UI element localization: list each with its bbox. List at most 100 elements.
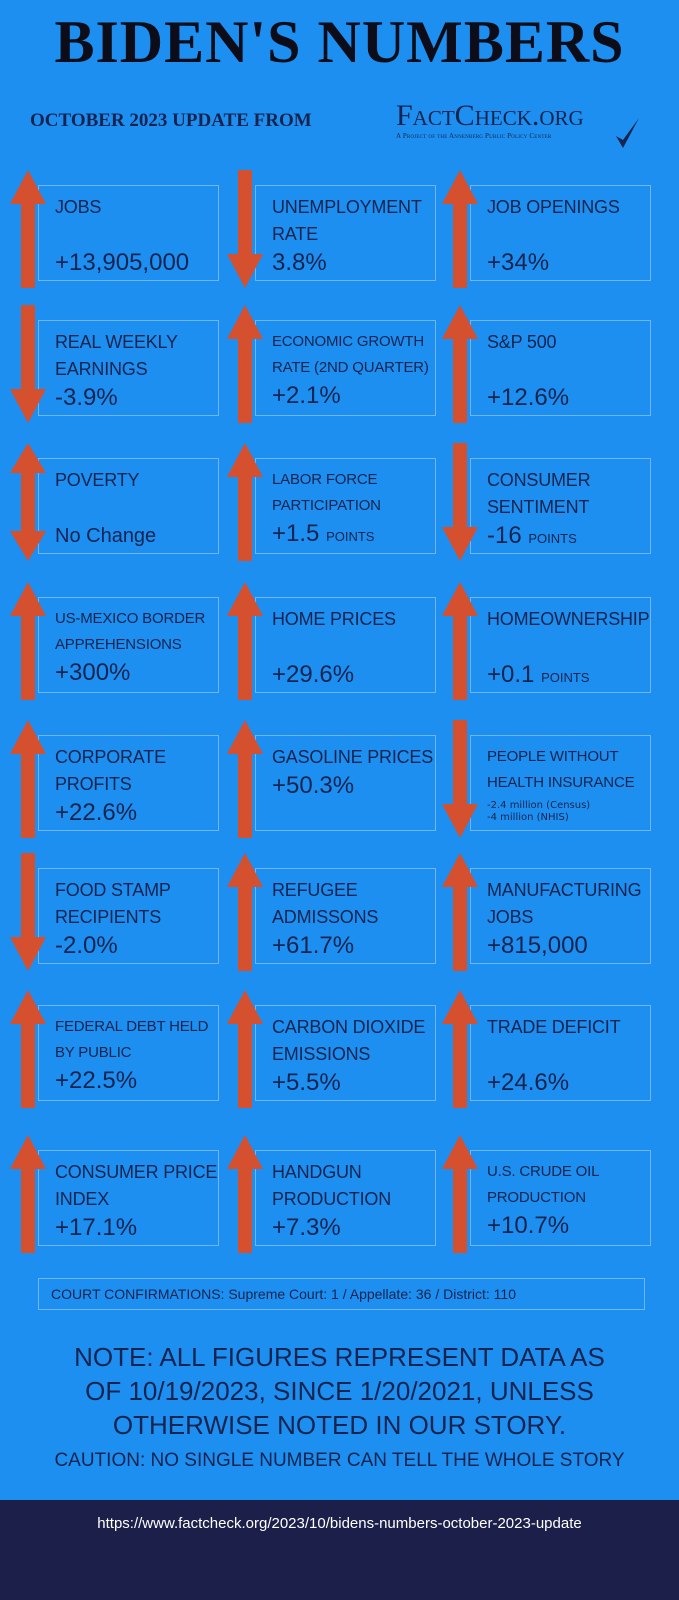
metric-title: PEOPLE WITHOUT HEALTH INSURANCE	[487, 748, 635, 791]
metric-title: MANUFACTURING JOBS	[487, 880, 642, 927]
metric-card: UNEMPLOYMENT RATE 3.8%	[255, 185, 436, 281]
metric-title: REFUGEE ADMISSONS	[272, 880, 379, 927]
page-title: BIDEN'S NUMBERS	[54, 9, 625, 75]
arrow-up-icon	[227, 582, 263, 700]
metric-number: +29.6%	[272, 661, 355, 688]
logo-name: FactCheck.org	[396, 99, 584, 132]
metric-title: LABOR FORCE PARTICIPATION	[272, 471, 381, 514]
metric-card: LABOR FORCE PARTICIPATION +1.5 POINTS	[255, 458, 436, 554]
metric-card: REFUGEE ADMISSONS +61.7%	[255, 868, 436, 964]
metric-unit: POINTS	[326, 529, 375, 544]
metric-title: JOBS	[55, 197, 102, 217]
metric-value: 3.8%	[272, 248, 435, 278]
metric-number: +34%	[487, 249, 550, 276]
arrow-down-icon	[442, 443, 478, 561]
checkmark-icon	[616, 118, 639, 148]
metric-value: +13,905,000	[55, 248, 218, 278]
metric-number: No Change	[55, 525, 157, 547]
metric-title: JOB OPENINGS	[487, 197, 620, 217]
metric-value: -16 POINTS	[487, 521, 650, 554]
metric-unit: POINTS	[528, 531, 577, 546]
arrow-up-icon	[10, 720, 46, 838]
metric-title: POVERTY	[55, 470, 140, 490]
metric-card: JOBS +13,905,000	[38, 185, 219, 281]
metric-number: +24.6%	[487, 1069, 570, 1096]
arrow-up-icon	[227, 853, 263, 971]
subtitle: OCTOBER 2023 UPDATE FROM	[30, 110, 312, 131]
arrow-down-icon	[10, 853, 46, 971]
metric-value: +5.5%	[272, 1068, 435, 1098]
metric-value: +29.6%	[272, 660, 435, 690]
arrow-up-icon	[227, 990, 263, 1108]
metric-card: US-MEXICO BORDER APPREHENSIONS +300%	[38, 597, 219, 693]
metric-title: REAL WEEKLY EARNINGS	[55, 332, 178, 379]
metric-number: +815,000	[487, 932, 588, 959]
arrow-up-icon	[10, 582, 46, 700]
metric-card: PEOPLE WITHOUT HEALTH INSURANCE -2.4 mill…	[470, 735, 651, 831]
arrow-down-icon	[227, 170, 263, 288]
metric-card: FEDERAL DEBT HELD BY PUBLIC +22.5%	[38, 1005, 219, 1101]
metric-number: +2.1%	[272, 382, 341, 409]
arrow-up-icon	[10, 170, 46, 288]
metric-number: -3.9%	[55, 384, 118, 411]
metric-title: HANDGUN PRODUCTION	[272, 1162, 391, 1209]
metric-title: CORPORATE PROFITS	[55, 747, 166, 794]
arrow-down-icon	[442, 720, 478, 838]
metric-number: +17.1%	[55, 1214, 138, 1241]
metric-title: CARBON DIOXIDE EMISSIONS	[272, 1017, 426, 1064]
arrow-down-icon	[10, 305, 46, 423]
metric-number: +13,905,000	[55, 249, 190, 276]
metric-number: +5.5%	[272, 1069, 341, 1096]
metric-note: -2.4 million (Census)	[487, 800, 591, 811]
logo-tagline: A Project of the Annenberg Public Policy…	[396, 132, 552, 140]
arrow-up-icon	[227, 443, 263, 561]
metric-note: -4 million (NHIS)	[487, 812, 569, 823]
metric-number: -2.0%	[55, 932, 118, 959]
metric-value: +0.1 POINTS	[487, 660, 650, 693]
metric-value: +12.6%	[487, 383, 650, 413]
factcheck-logo: FactCheck.org A Project of the Annenberg…	[396, 100, 646, 155]
arrow-up-icon	[442, 990, 478, 1108]
metric-card: JOB OPENINGS +34%	[470, 185, 651, 281]
metric-card: HOMEOWNERSHIP +0.1 POINTS	[470, 597, 651, 693]
arrow-up-icon	[442, 170, 478, 288]
metric-number: +50.3%	[272, 772, 355, 799]
metric-title: TRADE DEFICIT	[487, 1017, 621, 1037]
metric-card: CARBON DIOXIDE EMISSIONS +5.5%	[255, 1005, 436, 1101]
caution: CAUTION: NO SINGLE NUMBER CAN TELL THE W…	[54, 1450, 625, 1471]
metric-title: S&P 500	[487, 332, 557, 352]
metric-number: +10.7%	[487, 1212, 570, 1239]
metric-card: HANDGUN PRODUCTION +7.3%	[255, 1150, 436, 1246]
metric-title: CONSUMER PRICE INDEX	[55, 1162, 218, 1209]
metric-title: HOME PRICES	[272, 609, 396, 629]
metric-card: POVERTY No Change	[38, 458, 219, 554]
metric-unit: POINTS	[541, 670, 590, 685]
metric-title: CONSUMER SENTIMENT	[487, 470, 591, 517]
metric-number: +12.6%	[487, 384, 570, 411]
metric-number: +0.1	[487, 661, 535, 688]
metric-card: U.S. CRUDE OIL PRODUCTION +10.7%	[470, 1150, 651, 1246]
metric-title: US-MEXICO BORDER APPREHENSIONS	[55, 610, 206, 653]
metric-number: +22.5%	[55, 1067, 138, 1094]
metric-value: +10.7%	[487, 1211, 650, 1241]
metric-card: REAL WEEKLY EARNINGS -3.9%	[38, 320, 219, 416]
metric-card: ECONOMIC GROWTH RATE (2ND QUARTER) +2.1%	[255, 320, 436, 416]
metric-card: TRADE DEFICIT +24.6%	[470, 1005, 651, 1101]
footer-url[interactable]: https://www.factcheck.org/2023/10/bidens…	[97, 1515, 582, 1532]
metric-value: +61.7%	[272, 931, 435, 961]
footer: https://www.factcheck.org/2023/10/bidens…	[0, 1500, 679, 1600]
metric-card: GASOLINE PRICES +50.3%	[255, 735, 436, 831]
arrow-up-icon	[442, 582, 478, 700]
double-arrow-icon	[10, 443, 46, 561]
metric-number: +300%	[55, 659, 131, 686]
metric-value: +17.1%	[55, 1213, 218, 1243]
arrow-up-icon	[227, 305, 263, 423]
metric-card: CONSUMER SENTIMENT -16 POINTS	[470, 458, 651, 554]
metric-number: +22.6%	[55, 799, 138, 826]
metric-value: +34%	[487, 248, 650, 278]
metric-value: +50.3%	[272, 771, 435, 801]
metric-number: 3.8%	[272, 249, 327, 276]
metric-value: +22.5%	[55, 1066, 218, 1096]
arrow-up-icon	[227, 720, 263, 838]
metric-title: UNEMPLOYMENT RATE	[272, 197, 422, 244]
